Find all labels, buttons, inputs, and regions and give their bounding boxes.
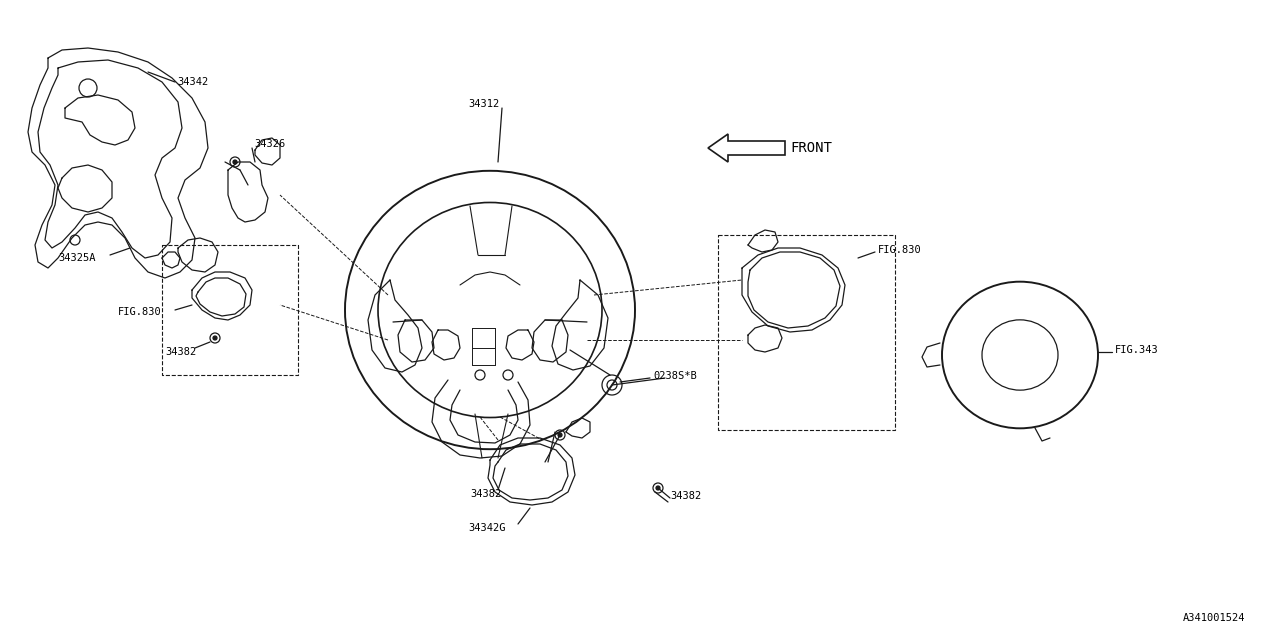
Text: 34382: 34382: [165, 347, 196, 357]
Text: 0238S*B: 0238S*B: [653, 371, 696, 381]
Text: 34382: 34382: [669, 491, 701, 501]
Text: FIG.830: FIG.830: [118, 307, 161, 317]
Text: 34342G: 34342G: [468, 523, 506, 533]
Text: A341001524: A341001524: [1183, 613, 1245, 623]
Text: 34325A: 34325A: [58, 253, 96, 263]
Circle shape: [233, 160, 237, 164]
Text: 34326: 34326: [253, 139, 285, 149]
Circle shape: [558, 433, 562, 437]
Circle shape: [657, 486, 660, 490]
Text: 34382: 34382: [470, 489, 502, 499]
Text: FIG.830: FIG.830: [878, 245, 922, 255]
Text: 34312: 34312: [468, 99, 499, 109]
Text: FIG.343: FIG.343: [1115, 345, 1158, 355]
Text: FRONT: FRONT: [790, 141, 832, 155]
Circle shape: [212, 336, 218, 340]
Text: 34342: 34342: [177, 77, 209, 87]
